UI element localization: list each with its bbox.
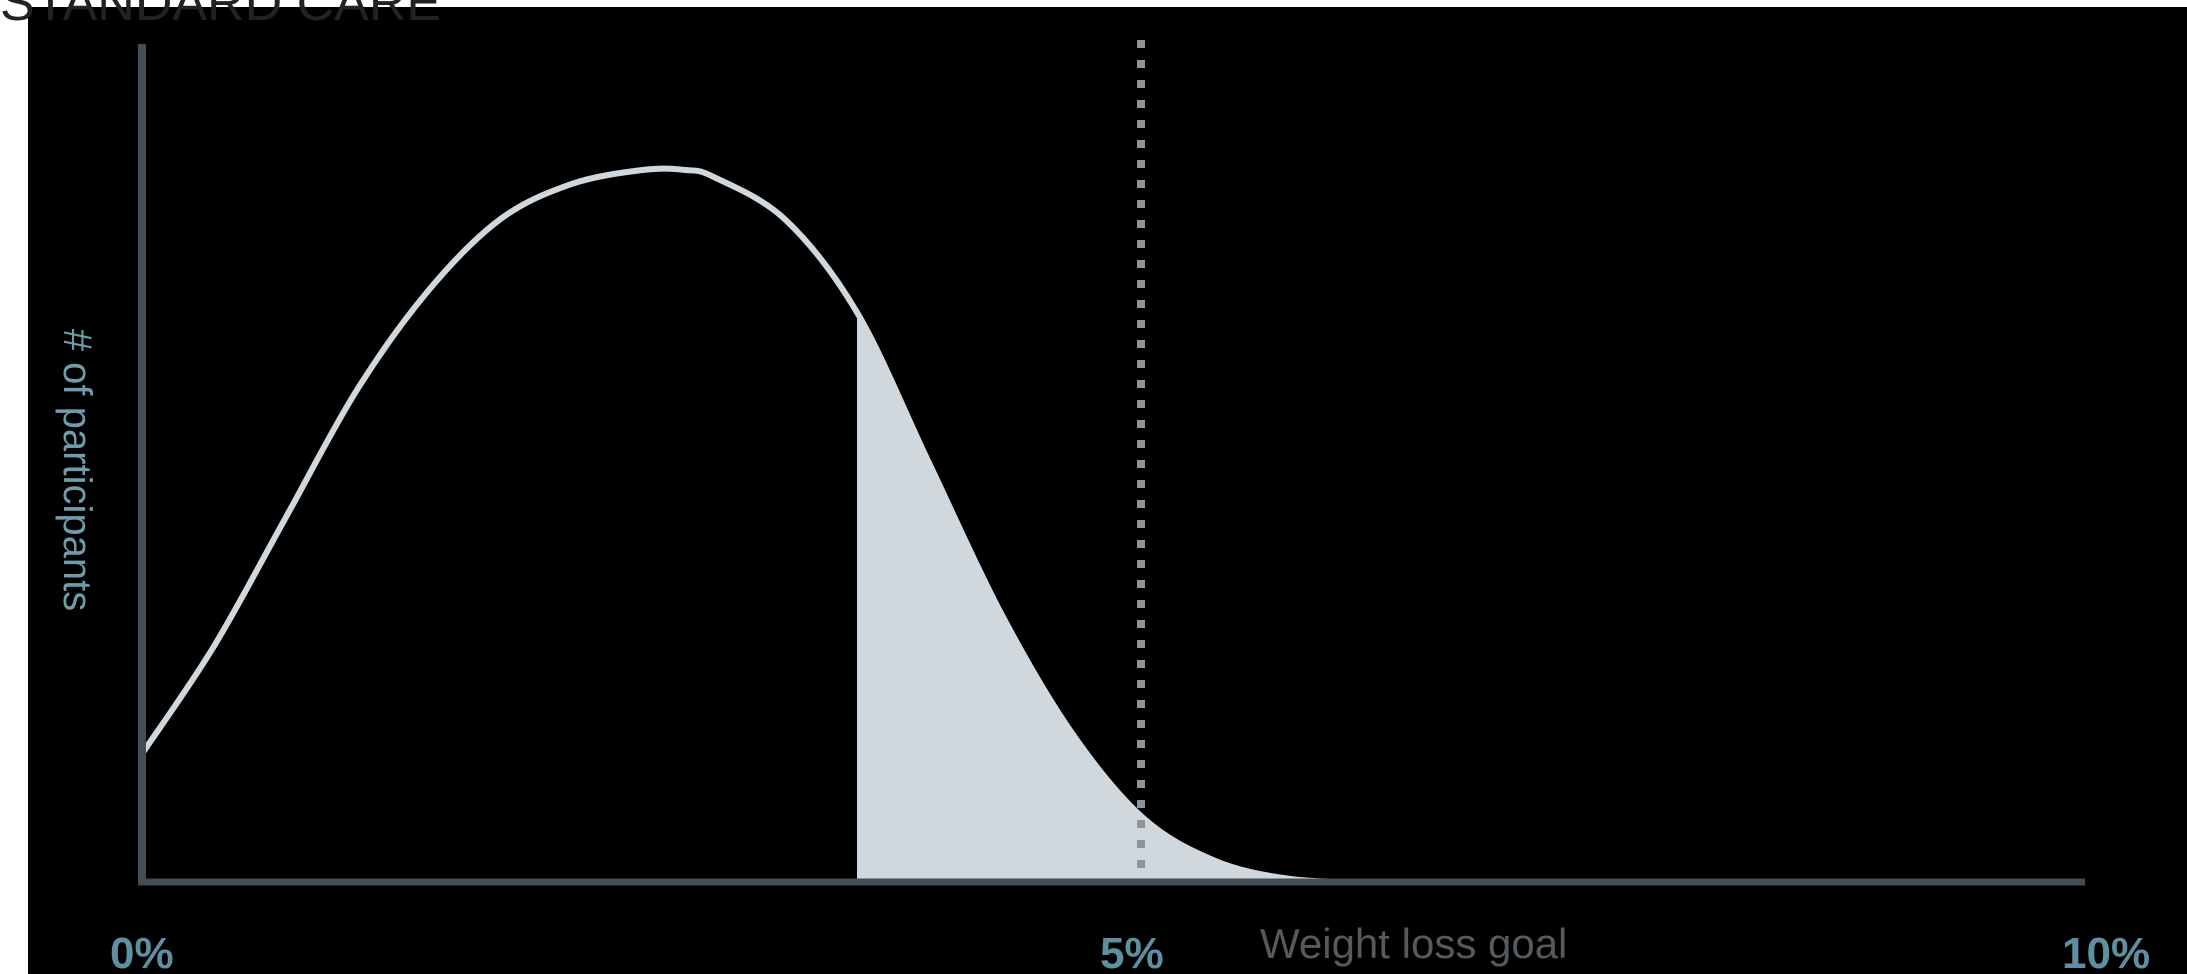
shaded-region-layer (857, 312, 1358, 882)
y-axis-label: # of participants (55, 329, 99, 611)
shaded-area (857, 312, 1358, 882)
series-line (139, 165, 1572, 886)
x-tick-label-2: 10% (2062, 929, 2150, 974)
x-axis-label: Weight loss goal (1260, 920, 1567, 967)
x-tick-label-0: 0% (110, 929, 174, 974)
chart-title: STANDARD CARE (0, 0, 441, 32)
x-tick-label-1: 5% (1100, 929, 1164, 974)
curve-layer (139, 165, 1572, 886)
